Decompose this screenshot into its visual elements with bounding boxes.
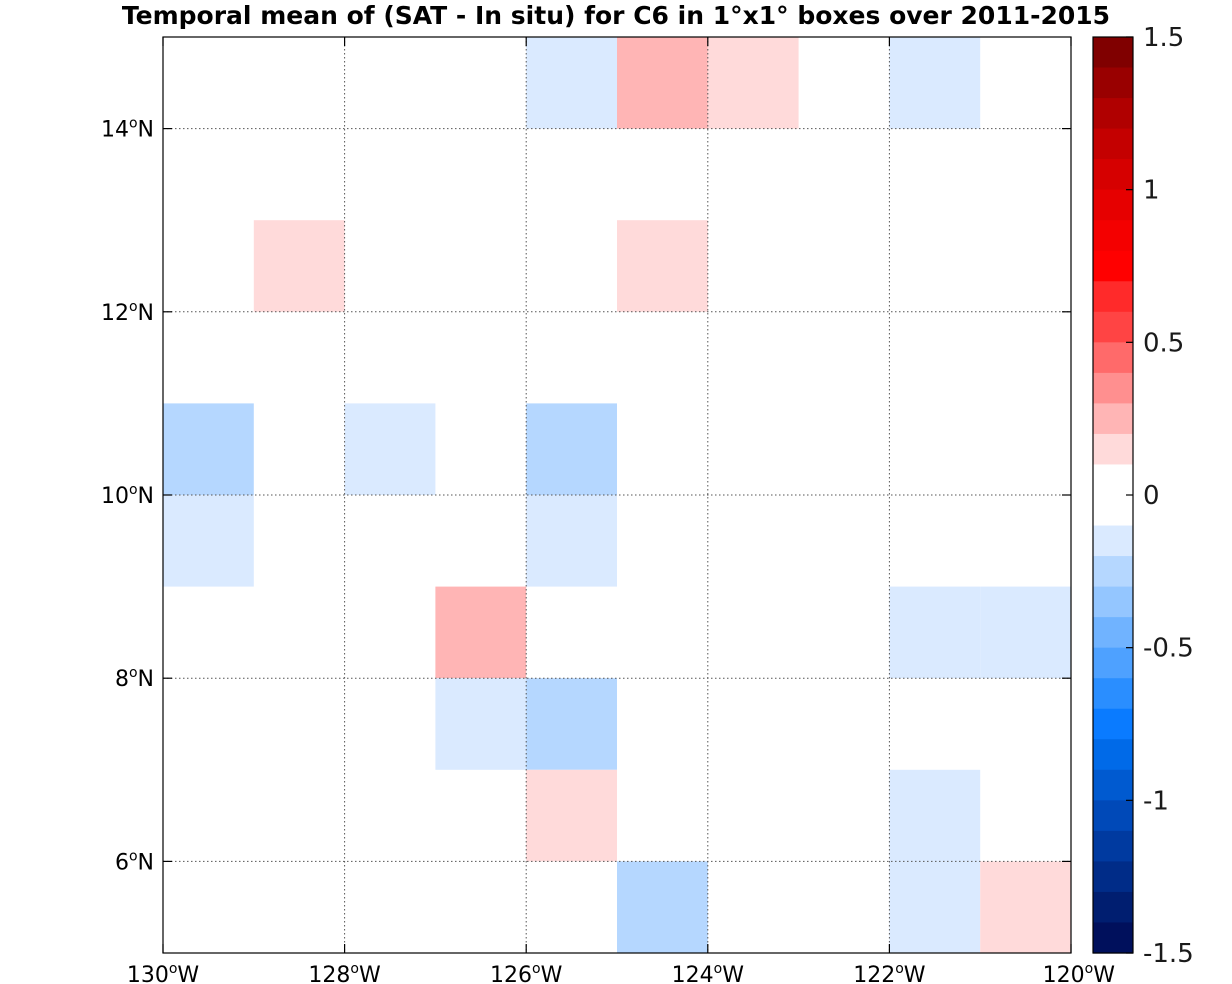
colorbar-swatch-23	[1093, 739, 1133, 771]
heatmap-cell-2	[707, 37, 799, 129]
heatmap-cell-19	[889, 861, 981, 953]
heatmap-cell-9	[163, 495, 254, 587]
axis-ticks: 130oW 128oW 126oW 124oW 122oW 120oW 6oN 8oN 10oN…	[101, 37, 1115, 984]
colorbar-swatch-20	[1093, 647, 1133, 679]
y-tick-label-4: 14oN	[101, 116, 154, 143]
y-tick-label-3: 12oN	[101, 299, 154, 326]
x-tick-label-1: 128oW	[308, 961, 381, 984]
colorbar-swatch-27	[1093, 861, 1133, 893]
colorbar-swatch-21	[1093, 678, 1133, 710]
colorbar-tick-label-5: -1	[1143, 786, 1169, 816]
heatmap-cell-11	[435, 586, 527, 679]
x-tick-label-2: 126oW	[490, 961, 563, 984]
colorbar-swatch-16	[1093, 525, 1133, 557]
colorbar-tick-label-1: 1	[1143, 176, 1160, 206]
colorbar-swatch-2	[1093, 98, 1133, 130]
heatmap-cell-15	[526, 678, 617, 770]
colorbar-swatch-5	[1093, 189, 1133, 221]
colorbar-swatch-4	[1093, 159, 1133, 191]
colorbar-tick-label-2: 0.5	[1143, 328, 1184, 358]
colorbar-swatch-7	[1093, 250, 1133, 282]
heatmap-cells	[163, 37, 1071, 953]
x-tick-label-5: 120oW	[1043, 961, 1116, 984]
colorbar-tick-label-6: -1.5	[1143, 939, 1194, 969]
x-tick-label-4: 122oW	[853, 961, 926, 984]
colorbar-swatch-22	[1093, 708, 1133, 740]
heatmap-cell-17	[889, 769, 981, 862]
x-tick-label-3: 124oW	[672, 961, 745, 984]
heatmap-cell-3	[889, 37, 981, 129]
colorbar-swatch-8	[1093, 281, 1133, 313]
colorbar: 1.5 1 0.5 0 -0.5 -1 -1.5	[1092, 23, 1194, 969]
colorbar-swatch-15	[1093, 495, 1133, 527]
heatmap-cell-8	[526, 403, 617, 495]
colorbar-swatch-25	[1093, 800, 1133, 832]
colorbar-swatch-12	[1093, 403, 1133, 435]
heatmap-cell-12	[889, 586, 981, 679]
y-tick-label-1: 8oN	[115, 665, 154, 692]
colorbar-swatch-28	[1093, 891, 1133, 924]
heatmap-cell-10	[526, 495, 617, 587]
colorbar-swatch-3	[1093, 128, 1133, 160]
colorbar-swatch-6	[1093, 220, 1133, 252]
colorbar-swatch-11	[1093, 372, 1133, 404]
colorbar-swatch-14	[1093, 464, 1133, 496]
grid-lines	[163, 37, 1071, 953]
chart-title: Temporal mean of (SAT - In situ) for C6 …	[122, 1, 1110, 30]
heatmap-cell-18	[617, 861, 708, 953]
colorbar-swatch-10	[1093, 342, 1133, 374]
colorbar-tick-label-0: 1.5	[1143, 23, 1184, 53]
colorbar-swatch-24	[1093, 769, 1133, 801]
colorbar-tick-label-3: 0	[1143, 481, 1160, 511]
heatmap-cell-13	[980, 586, 1071, 679]
colorbar-swatch-18	[1093, 586, 1133, 618]
colorbar-swatch-26	[1093, 830, 1133, 862]
colorbar-swatch-1	[1093, 67, 1133, 99]
heatmap-cell-7	[344, 403, 436, 495]
heatmap-cell-16	[526, 769, 617, 862]
heatmap-cell-20	[980, 861, 1071, 953]
colorbar-swatch-19	[1093, 617, 1133, 649]
colorbar-swatch-29	[1093, 922, 1133, 954]
y-tick-label-0: 6oN	[115, 848, 154, 875]
colorbar-swatch-13	[1093, 433, 1133, 466]
heatmap-cell-4	[253, 220, 345, 312]
colorbar-tick-label-4: -0.5	[1143, 634, 1194, 664]
heatmap-cell-1	[617, 37, 708, 129]
colorbar-swatch-17	[1093, 556, 1133, 588]
x-tick-label-0: 130oW	[127, 961, 200, 984]
heatmap-cell-5	[617, 220, 708, 312]
colorbar-swatch-0	[1093, 37, 1133, 69]
heatmap-cell-14	[435, 678, 527, 770]
heatmap-cell-6	[163, 403, 254, 495]
y-tick-label-2: 10oN	[101, 482, 154, 509]
heatmap-cell-0	[526, 37, 617, 129]
colorbar-swatch-9	[1093, 311, 1133, 343]
